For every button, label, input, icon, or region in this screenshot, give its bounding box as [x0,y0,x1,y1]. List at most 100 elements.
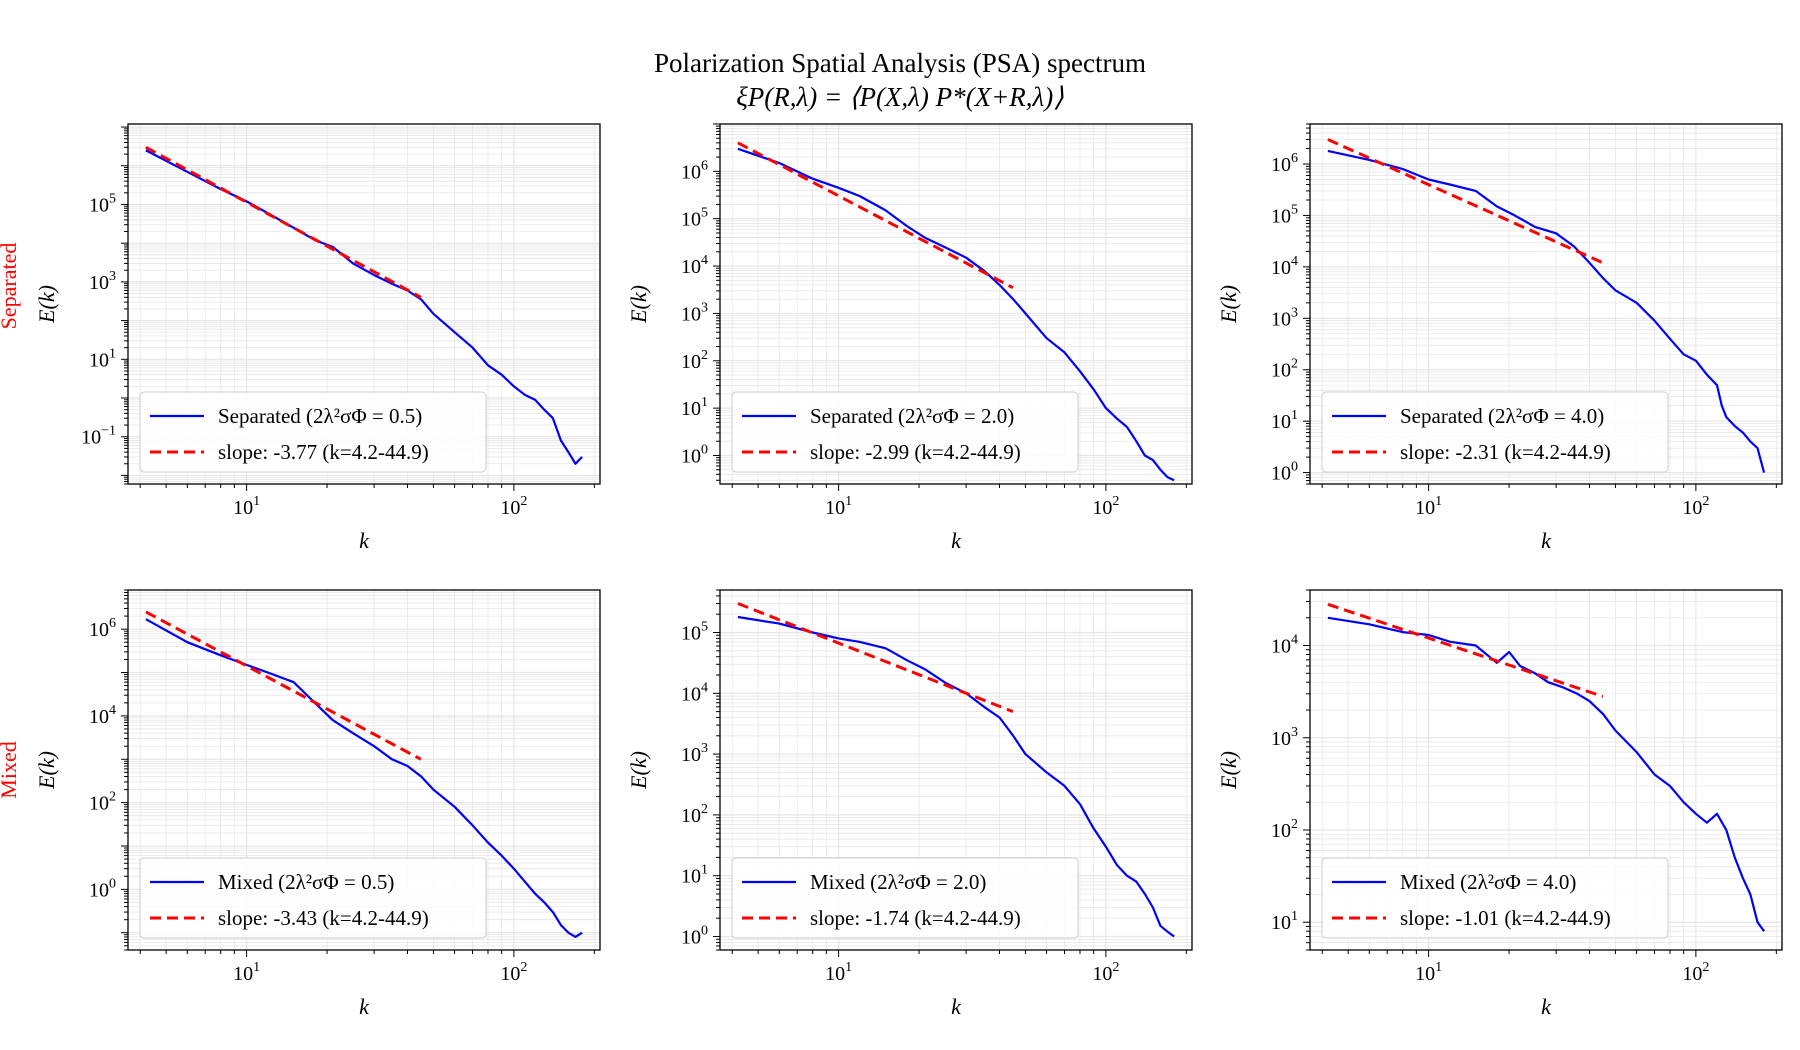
x-tick-label: 101 [1415,960,1442,985]
x-tick-label: 101 [825,960,852,985]
axes-frame [127,589,601,951]
y-axis-label: E(k) [1216,285,1241,324]
y-tick-label: 103 [89,269,116,294]
row-label-separated: Separated [0,243,21,330]
series-group [145,610,583,939]
grid-lines [128,124,600,484]
legend-entry-label: slope: -3.43 (k=4.2-44.9) [218,906,429,930]
y-tick-label: 105 [681,619,708,644]
data-line [1327,616,1765,932]
data-line [1327,149,1766,473]
y-tick-label: 104 [1271,254,1298,279]
x-tick-label: 102 [1092,494,1119,519]
subplot-top-2: 101 102 100 101 102 103 104 105 106 k E(k) Separate… [626,123,1193,553]
x-tick-label: 102 [1682,494,1709,519]
y-tick-label: 101 [681,395,708,420]
legend-entry-label: Separated (2λ²σΦ = 2.0) [810,404,1014,428]
y-tick-label: 101 [89,346,116,371]
y-tick-label: 103 [681,741,708,766]
y-tick-label: 102 [681,348,708,373]
axes-frame [1309,123,1783,485]
x-tick-label: 101 [233,494,260,519]
x-tick-label: 102 [1682,960,1709,985]
subplot-bottom-2: 101 102 100 101 102 103 104 105 k E(k) Mixed (2λ²σ… [626,589,1193,1019]
legend-box [731,391,1079,473]
fit-line [145,145,422,299]
fit-line [1327,602,1604,698]
y-tick-label: 104 [681,253,708,278]
legend-entry-label: Mixed (2λ²σΦ = 4.0) [1400,870,1576,894]
y-axis-label: E(k) [34,751,59,790]
series-group [1327,602,1765,932]
x-axis-label: k [1541,994,1552,1019]
x-tick-label: 101 [233,960,260,985]
subplot-top-1: 101 102 10−1 101 103 105 k E(k) Separated (2λ²σΦ… [34,123,601,553]
legend: Mixed (2λ²σΦ = 0.5) slope: -3.43 (k=4.2-4… [139,857,487,939]
row-label-mixed: Mixed [0,741,21,798]
grid-lines [720,590,1192,950]
y-tick-label: 10−1 [81,424,116,449]
figure-title: Polarization Spatial Analysis (PSA) spec… [654,48,1146,78]
y-tick-label: 101 [681,863,708,888]
legend-entry-label: Mixed (2λ²σΦ = 2.0) [810,870,986,894]
series-group [737,141,1175,482]
legend-entry-label: Separated (2λ²σΦ = 4.0) [1400,404,1604,428]
y-tick-label: 100 [681,924,708,949]
y-tick-label: 104 [89,703,116,728]
x-axis-label: k [951,994,962,1019]
legend-box [139,391,487,473]
legend-entry-label: slope: -1.01 (k=4.2-44.9) [1400,906,1611,930]
y-tick-label: 100 [89,876,116,901]
y-tick-label: 105 [1271,202,1298,227]
y-tick-label: 102 [89,790,116,815]
axes-frame [127,123,601,485]
subplot-top-3: 101 102 100 101 102 103 104 105 106 k E(k) Separate… [1216,123,1783,553]
legend-entry-label: Mixed (2λ²σΦ = 0.5) [218,870,394,894]
y-tick-label: 102 [1271,817,1298,842]
legend-box [1321,391,1669,473]
y-tick-label: 100 [1271,460,1298,485]
series-group [1327,138,1766,473]
fit-line [737,141,1014,290]
series-group [145,145,583,465]
y-tick-label: 103 [1271,305,1298,330]
y-axis-label: E(k) [34,285,59,324]
y-tick-label: 106 [89,616,116,641]
axes-frame [1309,589,1783,951]
y-tick-label: 103 [681,300,708,325]
legend-box [731,857,1079,939]
legend-box [1321,857,1669,939]
y-tick-label: 100 [681,442,708,467]
data-line [737,615,1175,938]
y-axis-label: E(k) [626,285,651,324]
y-tick-label: 102 [681,802,708,827]
legend: Separated (2λ²σΦ = 2.0) slope: -2.99 (k=4… [731,391,1079,473]
x-tick-label: 102 [500,494,527,519]
y-tick-label: 105 [89,191,116,216]
legend-entry-label: Separated (2λ²σΦ = 0.5) [218,404,422,428]
series-group [737,602,1175,938]
subplot-bottom-3: 101 102 101 102 103 104 k E(k) Mixed (2λ²σΦ = 4.… [1216,589,1783,1019]
fit-line [737,602,1014,713]
legend-entry-label: slope: -3.77 (k=4.2-44.9) [218,440,429,464]
data-line [737,147,1175,482]
x-tick-label: 102 [1092,960,1119,985]
y-tick-label: 101 [1271,408,1298,433]
fit-line [145,610,422,761]
y-tick-label: 106 [1271,151,1298,176]
x-axis-label: k [951,528,962,553]
legend: Separated (2λ²σΦ = 4.0) slope: -2.31 (k=4… [1321,391,1669,473]
axes-frame [719,589,1193,951]
x-tick-label: 101 [825,494,852,519]
x-axis-label: k [359,528,370,553]
x-tick-label: 101 [1415,494,1442,519]
x-tick-label: 102 [500,960,527,985]
legend: Separated (2λ²σΦ = 0.5) slope: -3.77 (k=4… [139,391,487,473]
y-tick-label: 104 [681,680,708,705]
y-tick-label: 105 [681,206,708,231]
y-tick-label: 104 [1271,633,1298,658]
y-tick-label: 101 [1271,909,1298,934]
legend: Mixed (2λ²σΦ = 4.0) slope: -1.01 (k=4.2-4… [1321,857,1669,939]
